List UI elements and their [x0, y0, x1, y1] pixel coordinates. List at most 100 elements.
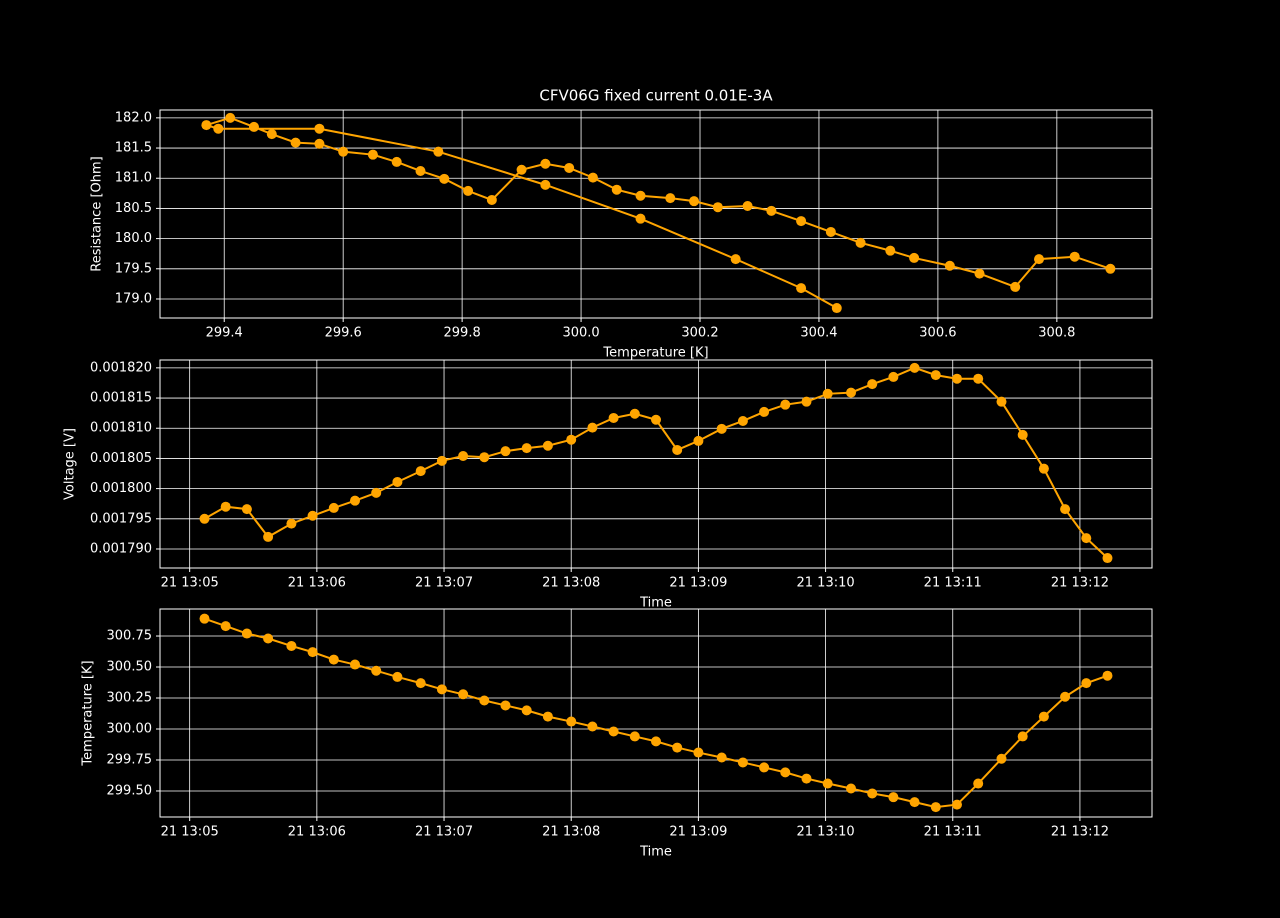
data-point [716, 423, 727, 434]
data-point [635, 213, 646, 224]
data-point [392, 476, 403, 487]
data-point [846, 387, 857, 398]
x-tick-label: 21 13:07 [415, 825, 473, 840]
x-tick-label: 21 13:10 [797, 576, 855, 591]
x-tick-label: 300.0 [562, 326, 599, 341]
data-point [651, 414, 661, 425]
data-point [822, 388, 833, 399]
y-tick-label: 180.0 [115, 231, 152, 246]
data-point [759, 762, 770, 773]
data-point [951, 799, 962, 810]
data-point [241, 628, 252, 639]
axes-frame [159, 109, 1153, 319]
data-point [371, 665, 382, 676]
data-point [486, 194, 497, 205]
y-tick-label: 180.5 [115, 201, 152, 216]
y-tick-label: 0.001815 [90, 391, 152, 406]
y-axis-label: Voltage [V] [63, 428, 78, 500]
data-point [909, 362, 920, 373]
subplot: 299.4 299.6 299.8 300.0 300.2 300.4 300.6 300.8… [90, 109, 1153, 361]
data-point [759, 406, 770, 417]
x-tick-label: 21 13:05 [161, 576, 219, 591]
data-point [266, 129, 277, 140]
data-point [516, 164, 527, 175]
data-point [307, 647, 318, 658]
data-point [415, 466, 426, 477]
data-point [263, 531, 274, 542]
data-point [392, 671, 403, 682]
subplot: 21 13:05 21 13:06 21 13:07 21 13:08 21 13:09… [63, 359, 1153, 611]
x-tick-label: 21 13:08 [542, 576, 600, 591]
x-tick-label: 21 13:10 [797, 825, 855, 840]
axes-frame [159, 608, 1153, 818]
data-point [672, 742, 683, 753]
y-tick-label: 0.001795 [90, 511, 152, 526]
data-point [855, 237, 866, 248]
data-point [665, 193, 676, 204]
data-point [1038, 711, 1049, 722]
data-layer [201, 112, 1116, 314]
data-point [693, 747, 704, 758]
data-point [780, 399, 791, 410]
data-point [1010, 281, 1021, 292]
data-layer [199, 362, 1113, 564]
data-point [867, 379, 878, 390]
data-point [587, 721, 598, 732]
data-point [846, 783, 857, 794]
y-tick-label: 179.0 [115, 291, 152, 306]
data-point [801, 396, 812, 407]
y-axis-label: Temperature [K] [81, 660, 96, 766]
data-point [436, 684, 447, 695]
data-point [540, 179, 551, 190]
data-point [350, 495, 361, 506]
data-point [328, 654, 339, 665]
y-tick-label: 300.25 [107, 691, 153, 706]
x-tick-label: 300.2 [681, 326, 718, 341]
data-point [587, 172, 598, 183]
data-point [611, 184, 622, 195]
x-tick-label: 300.4 [800, 326, 837, 341]
data-point [888, 792, 899, 803]
x-tick-label: 21 13:08 [542, 825, 600, 840]
y-tick-label: 0.001800 [90, 481, 152, 496]
chart-title: CFV06G fixed current 0.01E-3A [539, 87, 773, 105]
data-point [1081, 678, 1092, 689]
data-point [436, 455, 447, 466]
data-point [479, 452, 490, 463]
data-point [1060, 504, 1071, 515]
y-axis-label: Resistance [Ohm] [90, 156, 105, 271]
data-point [737, 415, 748, 426]
data-point [672, 444, 683, 455]
x-tick-label: 21 13:05 [161, 825, 219, 840]
data-point [951, 373, 962, 384]
data-point [1060, 691, 1071, 702]
data-point [944, 260, 955, 271]
x-tick-label: 21 13:12 [1051, 825, 1109, 840]
data-point [973, 778, 984, 789]
data-point [831, 303, 842, 314]
data-point [371, 487, 382, 498]
data-point [500, 446, 511, 457]
data-point [314, 123, 325, 134]
data-point [213, 123, 224, 134]
data-point [521, 443, 532, 454]
data-point [201, 120, 212, 131]
data-point [796, 283, 807, 294]
x-axis-label: Time [639, 845, 672, 860]
data-point [689, 196, 700, 207]
x-tick-label: 21 13:06 [288, 825, 346, 840]
y-tick-label: 299.75 [107, 752, 153, 767]
data-point [801, 773, 812, 784]
data-point [566, 716, 577, 727]
x-tick-label: 21 13:11 [924, 825, 982, 840]
data-point [463, 185, 474, 196]
data-point [458, 689, 469, 700]
data-point [521, 705, 532, 716]
x-tick-label: 299.6 [325, 326, 362, 341]
data-point [974, 268, 985, 279]
data-point [780, 767, 791, 778]
data-point [930, 802, 941, 813]
data-point [930, 370, 941, 381]
